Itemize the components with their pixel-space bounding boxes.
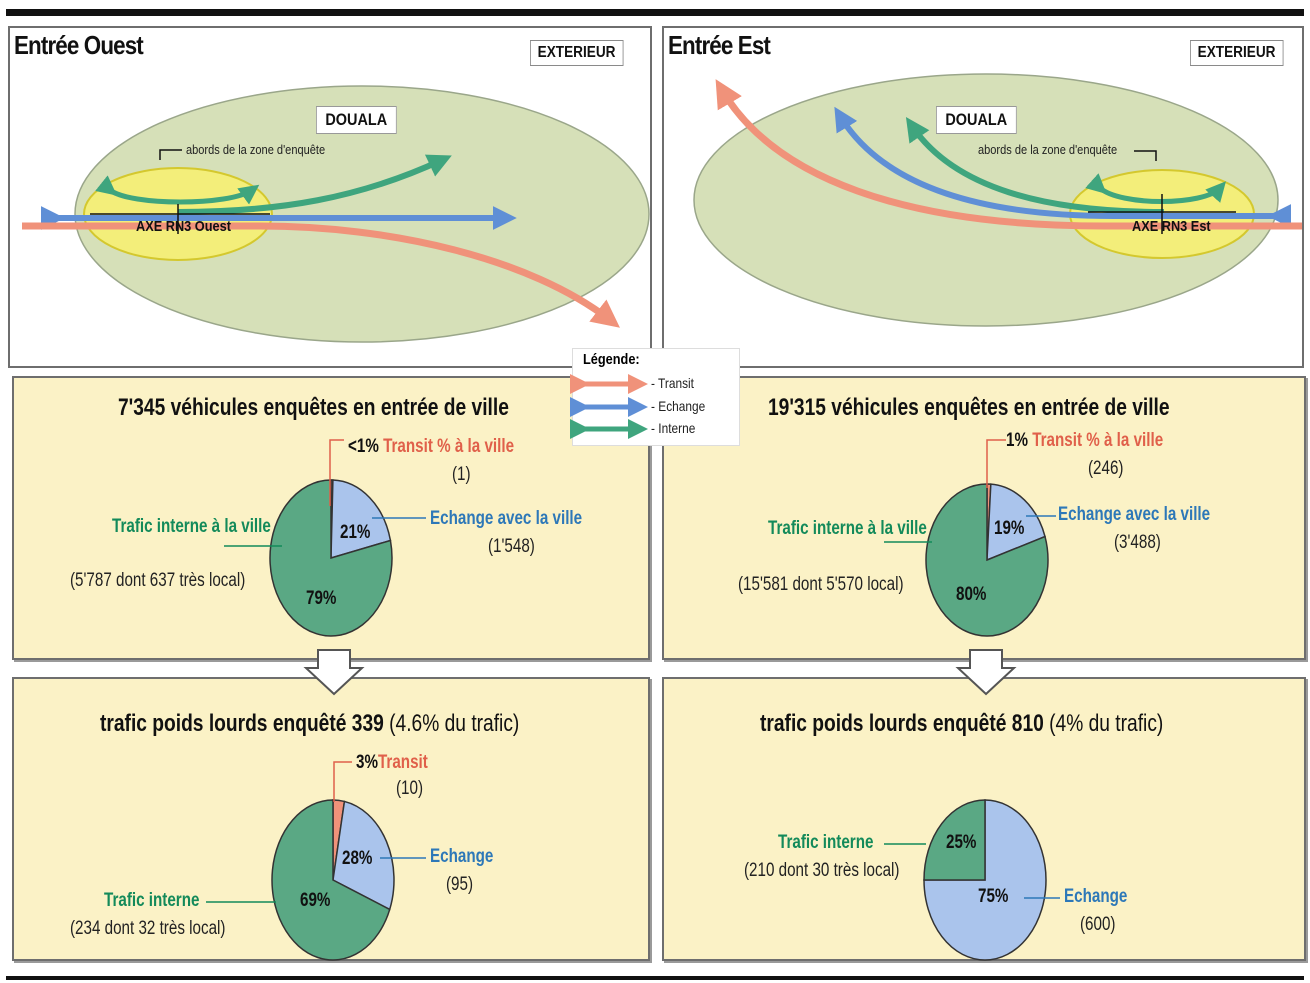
- city-label: DOUALA: [316, 106, 397, 134]
- zone-label: abords de la zone d'enquête: [978, 142, 1118, 157]
- echange-flow: [834, 106, 1292, 228]
- interne-label: Trafic interne: [104, 890, 200, 911]
- interne-count: (234 dont 32 très local): [70, 918, 226, 939]
- legend-item-echange: - Echange: [651, 398, 706, 414]
- echange-label: Echange: [1064, 886, 1128, 907]
- map-diagram: [693, 73, 1302, 327]
- pie-chart: [271, 799, 395, 961]
- map-panel-east: Entrée Est EXTERIEUR DOUALA abords de la…: [662, 26, 1304, 368]
- echange-pct: 75%: [978, 886, 1009, 907]
- legend-swatches: [569, 374, 648, 439]
- axe-label: AXE RN3 Ouest: [136, 218, 231, 235]
- echange-pct: 28%: [342, 848, 373, 869]
- transit-label: 1% Transit % à la ville: [1006, 430, 1164, 451]
- legend: Légende: - Transit - Echange - Interne: [569, 348, 740, 446]
- panel-title: Entrée Est: [668, 30, 771, 60]
- echange-pct: 21%: [340, 522, 371, 543]
- map-diagram: [22, 85, 650, 343]
- map-panel-west: Entrée Ouest EXTERIEUR DOUALA abords de …: [8, 26, 652, 368]
- echange-label: Echange avec la ville: [1058, 504, 1211, 525]
- pie-slice: [271, 799, 391, 961]
- echange-label: Echange: [430, 846, 494, 867]
- interne-count: (210 dont 30 très local): [744, 860, 900, 881]
- interne-count: (15'581 dont 5'570 local): [738, 574, 904, 595]
- down-arrow-west: [303, 649, 365, 696]
- zone-leader: [159, 149, 182, 160]
- leader-lines: [884, 439, 1056, 543]
- legend-item-transit: - Transit: [651, 375, 694, 391]
- transit-label: <1% Transit % à la ville: [348, 436, 515, 457]
- axe-label: AXE RN3 Est: [1132, 218, 1211, 235]
- echange-pct: 19%: [994, 518, 1025, 539]
- panel-title: Entrée Ouest: [14, 30, 144, 60]
- legend-title: Légende:: [583, 351, 640, 368]
- pie-slice: [269, 479, 393, 637]
- echange-count: (600): [1080, 914, 1116, 935]
- transit-label: 3%Transit: [356, 752, 428, 773]
- chart-title: trafic poids lourds enquêté 339 (4.6% du…: [100, 710, 520, 737]
- leader-lines: [884, 843, 1060, 899]
- transit-flow: [22, 222, 620, 328]
- bottom-rule: [6, 976, 1304, 980]
- interne-pct: 25%: [946, 832, 977, 853]
- echange-label: Echange avec la ville: [430, 508, 583, 529]
- transit-count: (246): [1088, 458, 1124, 479]
- chart-title: 19'315 véhicules enquêtes en entrée de v…: [768, 394, 1170, 421]
- interne-flow-local: [95, 175, 260, 205]
- transit-flow: [715, 79, 1302, 230]
- interne-label: Trafic interne: [778, 832, 874, 853]
- down-arrow-east: [955, 649, 1017, 696]
- chart-title: 7'345 véhicules enquêtes en entrée de vi…: [118, 394, 509, 421]
- transit-count: (10): [396, 778, 424, 799]
- pie-slice: [330, 479, 392, 560]
- leader-lines: [206, 761, 426, 903]
- legend-item-interne: - Interne: [651, 420, 696, 436]
- pie-slice: [925, 483, 1049, 637]
- interne-pct: 80%: [956, 584, 987, 605]
- echange-count: (95): [446, 874, 474, 895]
- echange-count: (1'548): [488, 536, 535, 557]
- top-rule: [6, 9, 1304, 16]
- interne-pct: 79%: [306, 588, 337, 609]
- city-label: DOUALA: [936, 106, 1017, 134]
- zone-label: abords de la zone d'enquête: [186, 142, 326, 157]
- chart-title: trafic poids lourds enquêté 810 (4% du t…: [760, 710, 1164, 737]
- echange-count: (3'488): [1114, 532, 1161, 553]
- pie-slice: [923, 799, 986, 881]
- pie-chart: [923, 799, 1047, 961]
- exterieur-label: EXTERIEUR: [530, 40, 624, 66]
- transit-count: (1): [452, 464, 471, 485]
- interne-pct: 69%: [300, 890, 331, 911]
- interne-label: Trafic interne à la ville: [768, 518, 927, 539]
- leader-lines: [224, 439, 426, 547]
- pie-chart: [925, 483, 1049, 637]
- zone-leader: [1134, 150, 1157, 161]
- pie-slice: [332, 800, 395, 911]
- pie-slice: [986, 483, 1046, 562]
- interne-label: Trafic interne à la ville: [112, 516, 271, 537]
- exterieur-label: EXTERIEUR: [1190, 40, 1284, 66]
- pie-chart: [269, 479, 393, 637]
- interne-count: (5'787 dont 637 très local): [70, 570, 246, 591]
